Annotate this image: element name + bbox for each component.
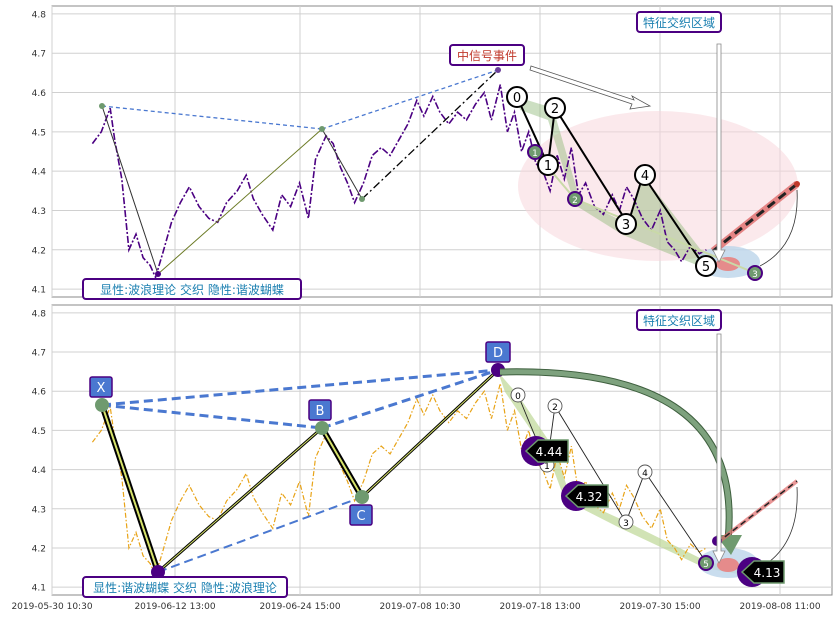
x-tick-label: 2019-07-18 13:00 [499, 602, 580, 612]
signal-event-label: 中信号事件 [449, 44, 525, 66]
bottom-pattern-label: 显性:谐波蝴蝶 交织 隐性:波浪理论 [82, 576, 288, 598]
svg-text:2: 2 [552, 403, 558, 413]
svg-text:4: 4 [642, 469, 648, 479]
bottom-panel-frame [51, 304, 833, 596]
harmonic-point-x-label: X [89, 376, 113, 398]
y-tick-label: 4.2 [32, 246, 46, 256]
wave-label-3-bottom: 3 [618, 514, 634, 530]
wave-label-5-bottom: 5 [698, 555, 714, 571]
top-signal-arrow [529, 65, 652, 110]
y-tick-label: 4.5 [32, 427, 46, 437]
svg-text:4.44: 4.44 [536, 445, 563, 459]
wave-label-4-top: 4 [634, 164, 656, 186]
wave-label-5-top: 5 [695, 255, 717, 277]
x-tick-label: 2019-07-30 15:00 [619, 602, 700, 612]
y-tick-label: 4.6 [32, 89, 47, 99]
svg-text:D: D [493, 346, 503, 361]
wave-label-1-top: 1 [537, 154, 559, 176]
wave-label-0-top: 0 [506, 86, 528, 108]
svg-text:中信号事件: 中信号事件 [457, 48, 517, 63]
y-tick-label: 4.5 [32, 128, 46, 138]
y-tick-label: 4.1 [32, 584, 46, 594]
x-tick-label: 2019-05-30 10:30 [11, 602, 92, 612]
svg-text:特征交织区域: 特征交织区域 [643, 313, 715, 328]
svg-text:1: 1 [532, 149, 538, 159]
wave-label-3-top: 3 [615, 213, 637, 235]
y-tick-label: 4.8 [32, 309, 47, 319]
y-tick-label: 4.2 [32, 544, 46, 554]
svg-text:4.32: 4.32 [576, 490, 603, 504]
svg-text:1: 1 [544, 159, 552, 174]
top-wave-channel [517, 97, 711, 268]
harmonic-point-c-label: C [349, 504, 373, 526]
y-tick-label: 4.4 [32, 168, 47, 178]
top-price-series [91, 84, 707, 280]
svg-text:3: 3 [622, 218, 630, 233]
top-zone-arrow [712, 43, 726, 263]
sub-wave-label-1-top: 1 [527, 144, 543, 160]
top-zone-label: 特征交织区域 [636, 11, 722, 33]
y-tick-label: 4.7 [32, 50, 46, 60]
price-target-2: 4.32 [561, 481, 609, 511]
svg-text:2: 2 [551, 102, 559, 117]
y-tick-labels: 4.1 4.2 4.3 4.4 4.5 4.6 4.7 4.8 4.1 4.2 4.3 4.4 4.5 4… [32, 10, 47, 593]
y-tick-label: 4.8 [32, 10, 47, 20]
svg-text:5: 5 [703, 560, 709, 570]
wave-label-0-bottom: 0 [510, 387, 526, 403]
svg-text:3: 3 [623, 519, 629, 529]
svg-text:0: 0 [513, 91, 521, 106]
x-tick-labels: 2019-05-30 10:30 2019-06-12 13:00 2019-06-… [11, 602, 820, 612]
svg-text:特征交织区域: 特征交织区域 [643, 15, 715, 30]
sub-wave-label-2-top: 2 [567, 191, 583, 207]
bottom-zone-arrow [712, 333, 726, 564]
y-tick-label: 4.3 [32, 207, 46, 217]
x-tick-label: 2019-07-08 10:30 [379, 602, 460, 612]
sub-wave-label-3-top: 3 [747, 265, 763, 281]
svg-text:1: 1 [544, 462, 550, 472]
price-target-1: 4.44 [521, 436, 569, 466]
y-tick-label: 4.7 [32, 349, 46, 359]
top-interweave-ellipse [518, 111, 798, 261]
y-tick-label: 4.1 [32, 286, 46, 296]
harmonic-point-d-label: D [485, 341, 511, 363]
harmonic-point-b-label: B [308, 399, 332, 421]
svg-text:2: 2 [572, 196, 578, 206]
svg-text:4: 4 [641, 169, 649, 184]
svg-text:0: 0 [515, 392, 521, 402]
top-series-line [91, 84, 707, 280]
svg-text:3: 3 [752, 270, 758, 280]
top-pattern-label: 显性:波浪理论 交织 隐性:谐波蝴蝶 [82, 278, 302, 300]
svg-text:B: B [316, 404, 325, 419]
x-tick-label: 2019-06-24 15:00 [259, 602, 340, 612]
y-tick-label: 4.3 [32, 505, 46, 515]
x-tick-label: 2019-06-12 13:00 [134, 602, 215, 612]
svg-text:显性:波浪理论 交织 隐性:谐波蝴蝶: 显性:波浪理论 交织 隐性:谐波蝴蝶 [100, 282, 284, 297]
price-target-3: 4.13 [737, 557, 785, 587]
svg-text:X: X [97, 381, 106, 396]
top-harmonic-lines [99, 67, 501, 277]
wave-label-4-bottom: 4 [637, 464, 653, 480]
bottom-zone-label: 特征交织区域 [636, 309, 722, 331]
y-tick-label: 4.4 [32, 466, 47, 476]
wave-label-2-bottom: 2 [547, 398, 563, 414]
wave-label-2-top: 2 [544, 97, 566, 119]
svg-text:显性:谐波蝴蝶 交织 隐性:波浪理论: 显性:谐波蝴蝶 交织 隐性:波浪理论 [93, 580, 277, 595]
svg-text:4.13: 4.13 [754, 566, 781, 580]
svg-text:C: C [356, 509, 365, 524]
x-tick-label: 2019-08-08 11:00 [739, 602, 820, 612]
bottom-harmonic-lines [95, 363, 505, 579]
y-tick-label: 4.6 [32, 388, 47, 398]
svg-text:5: 5 [702, 260, 710, 275]
